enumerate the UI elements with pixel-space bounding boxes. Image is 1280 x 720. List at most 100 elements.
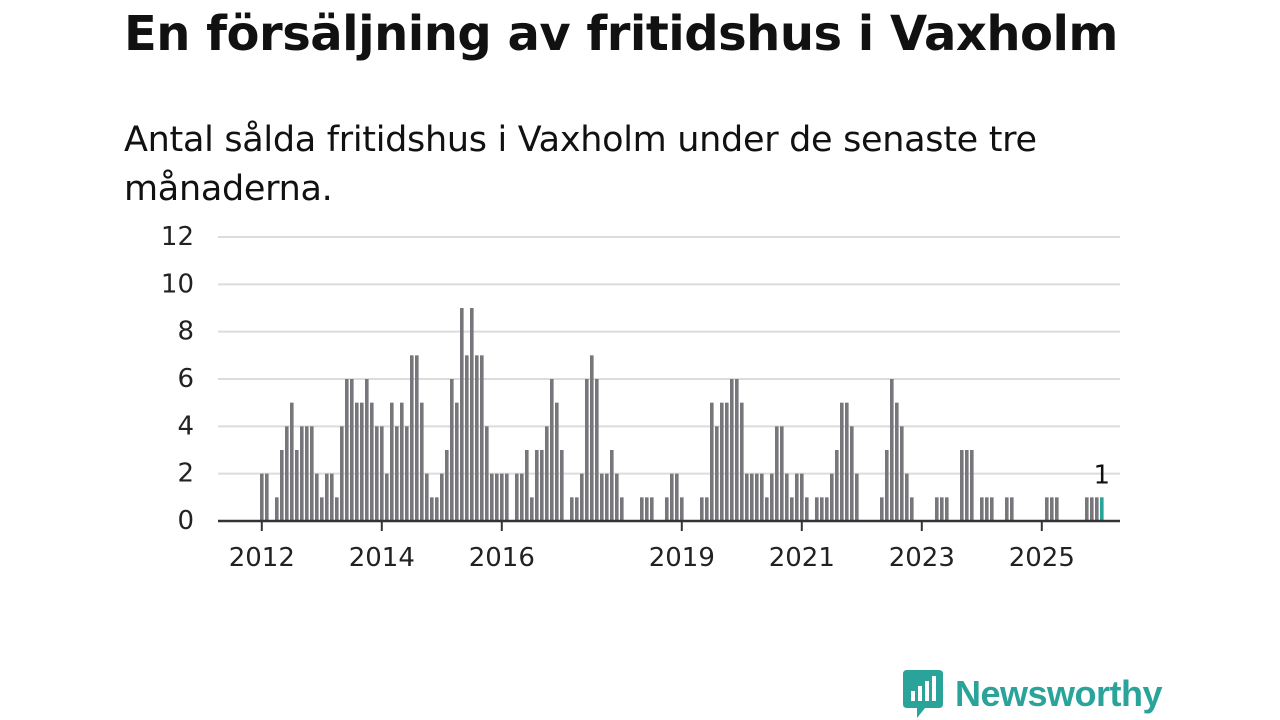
y-tick-label: 0: [177, 506, 194, 536]
x-tick-label: 2021: [769, 543, 835, 573]
bar: [430, 497, 434, 521]
bar: [375, 426, 379, 521]
bar: [455, 402, 459, 521]
bar: [460, 308, 464, 521]
bar: [380, 426, 384, 521]
bar: [790, 497, 794, 521]
bar: [945, 497, 949, 521]
bar: [1010, 497, 1014, 521]
newsworthy-logo: Newsworthy: [903, 670, 1163, 718]
bar: [550, 379, 554, 521]
bar: [575, 497, 579, 521]
bar: [985, 497, 989, 521]
bar: [905, 473, 909, 521]
bar: [765, 497, 769, 521]
bar: [590, 355, 594, 521]
bar: [855, 473, 859, 521]
bar: [1085, 497, 1089, 521]
bar: [290, 402, 294, 521]
data-labels: 1: [1094, 460, 1111, 490]
bar: [465, 355, 469, 521]
bar: [805, 497, 809, 521]
x-tick-label: 2012: [229, 543, 295, 573]
bar: [405, 426, 409, 521]
bar: [420, 402, 424, 521]
bar: [445, 450, 449, 521]
bar: [555, 402, 559, 521]
bar: [300, 426, 304, 521]
bar: [770, 473, 774, 521]
bar: [435, 497, 439, 521]
bar: [520, 473, 524, 521]
bar: [495, 473, 499, 521]
bar: [645, 497, 649, 521]
bar: [305, 426, 309, 521]
bar: [700, 497, 704, 521]
bar: [815, 497, 819, 521]
bar: [325, 473, 329, 521]
bar: [605, 473, 609, 521]
bar: [370, 402, 374, 521]
bar: [965, 450, 969, 521]
bar: [315, 473, 319, 521]
bar: [1005, 497, 1009, 521]
bar: [1050, 497, 1054, 521]
bar: [825, 497, 829, 521]
bar: [330, 473, 334, 521]
y-tick-label: 2: [177, 459, 194, 489]
bar: [750, 473, 754, 521]
bar: [720, 402, 724, 521]
bar: [775, 426, 779, 521]
bar: [640, 497, 644, 521]
bar: [745, 473, 749, 521]
bar: [260, 473, 264, 521]
bar: [910, 497, 914, 521]
bar: [350, 379, 354, 521]
bar: [335, 497, 339, 521]
bars: [260, 308, 1104, 521]
bar: [400, 402, 404, 521]
bar: [545, 426, 549, 521]
y-axis-ticks: 0 2 4 6 8 10 12: [161, 222, 194, 536]
bar: [895, 402, 899, 521]
chart-subtitle: Antal sålda fritidshus i Vaxholm under d…: [124, 120, 1037, 209]
bar: [470, 308, 474, 521]
bar: [990, 497, 994, 521]
bar: [515, 473, 519, 521]
bar: [620, 497, 624, 521]
bar: [880, 497, 884, 521]
y-tick-label: 10: [161, 269, 194, 299]
bar: [480, 355, 484, 521]
y-tick-label: 4: [177, 411, 194, 441]
x-tick-label: 2023: [889, 543, 955, 573]
bar: [960, 450, 964, 521]
bar: [725, 402, 729, 521]
newsworthy-logo-text: Newsworthy: [955, 673, 1163, 714]
bar: [540, 450, 544, 521]
bar: [850, 426, 854, 521]
x-tick-label: 2016: [469, 543, 535, 573]
bar: [665, 497, 669, 521]
bar: [340, 426, 344, 521]
bar: [410, 355, 414, 521]
y-tick-label: 6: [177, 364, 194, 394]
bar: [1090, 497, 1094, 521]
bar: [680, 497, 684, 521]
x-tick-label: 2014: [349, 543, 415, 573]
bar: [800, 473, 804, 521]
bar: [675, 473, 679, 521]
x-tick-label: 2025: [1009, 543, 1075, 573]
bar: [730, 379, 734, 521]
y-tick-label: 8: [177, 317, 194, 347]
bar: [505, 473, 509, 521]
x-axis-ticks: 2012 2014 2016 2019 2021 2023 2025: [229, 521, 1075, 573]
bar: [395, 426, 399, 521]
bar: [390, 402, 394, 521]
bar: [280, 450, 284, 521]
bar: [835, 450, 839, 521]
bar: [760, 473, 764, 521]
bar: [560, 450, 564, 521]
bar: [475, 355, 479, 521]
bar: [935, 497, 939, 521]
bar: [320, 497, 324, 521]
